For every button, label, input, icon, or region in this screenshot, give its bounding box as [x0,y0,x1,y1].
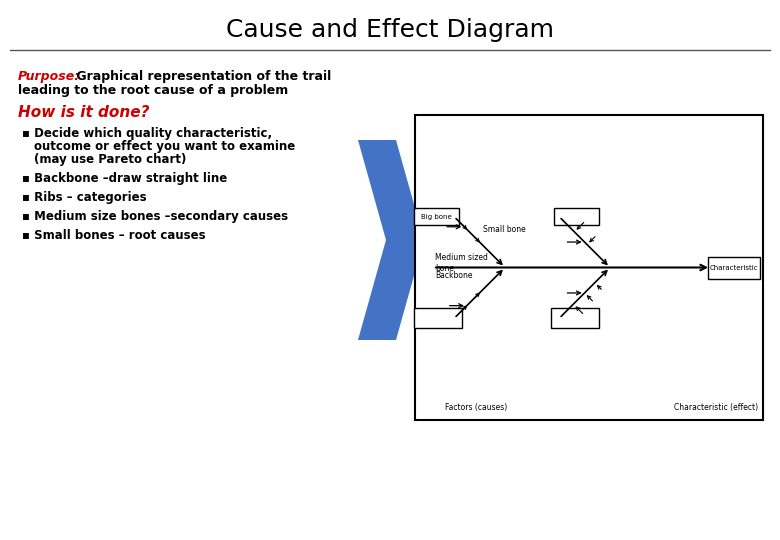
Text: ▪ Medium size bones –secondary causes: ▪ Medium size bones –secondary causes [22,210,288,223]
Text: Purpose:: Purpose: [18,70,80,83]
Text: Medium sized
bone: Medium sized bone [435,253,488,273]
Text: outcome or effect you want to examine: outcome or effect you want to examine [34,140,296,153]
Text: leading to the root cause of a problem: leading to the root cause of a problem [18,84,289,97]
Bar [554,208,599,225]
Text: Characteristic (effect): Characteristic (effect) [674,403,758,412]
Text: Big bone: Big bone [421,214,452,220]
Text: Characteristic: Characteristic [710,265,758,271]
Polygon shape [358,140,424,340]
Text: ▪ Small bones – root causes: ▪ Small bones – root causes [22,229,206,242]
Text: Factors (causes): Factors (causes) [445,403,507,412]
Bar [414,308,462,328]
Text: Small bone: Small bone [483,226,526,234]
Text: (may use Pareto chart): (may use Pareto chart) [34,153,186,166]
Bar [551,308,599,328]
Text: Cause and Effect Diagram: Cause and Effect Diagram [226,18,554,42]
Bar [708,256,760,279]
Text: ▪ Decide which quality characteristic,: ▪ Decide which quality characteristic, [22,127,272,140]
Bar [415,115,763,420]
Text: Graphical representation of the trail: Graphical representation of the trail [72,70,331,83]
Text: Backbone: Backbone [435,271,473,280]
Text: How is it done?: How is it done? [18,105,150,120]
Bar [414,208,459,225]
Text: ▪ Backbone –draw straight line: ▪ Backbone –draw straight line [22,172,227,185]
Text: ▪ Ribs – categories: ▪ Ribs – categories [22,191,147,204]
